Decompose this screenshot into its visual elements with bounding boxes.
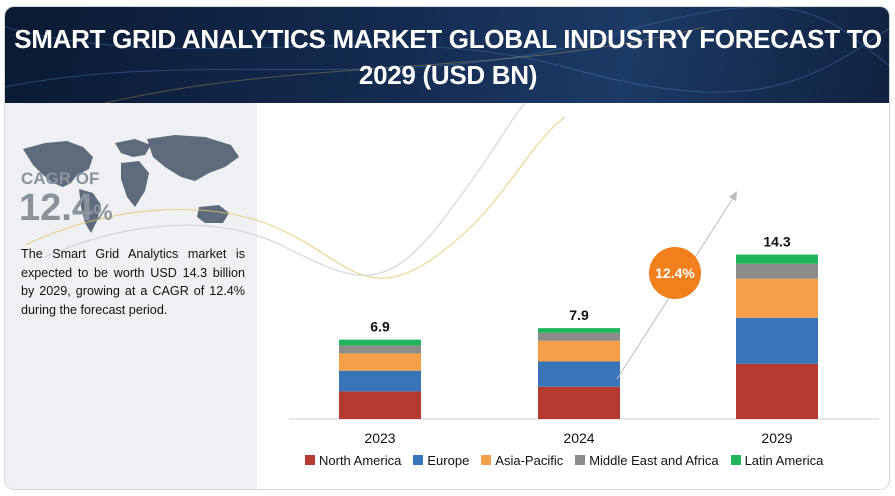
bars-group: 6.9 2023 7.9 2024 14.3 2029 [339,234,818,446]
bar-total-label: 14.3 [763,234,790,250]
legend-item: North America [305,453,401,468]
bar-segment [736,278,818,318]
legend-label: Asia-Pacific [495,452,564,468]
legend-swatch [413,455,424,465]
bar-segment [339,339,421,346]
legend-item: Asia-Pacific [481,453,563,468]
bar-segment [339,345,421,354]
bar-segment [736,254,818,264]
market-description: The Smart Grid Analytics market is expec… [21,247,245,317]
legend-swatch [730,455,741,465]
legend-item: Latin America [730,452,824,468]
decorative-curve [44,102,526,276]
bar-segment [736,363,818,419]
cagr-label: CAGR OF [21,169,100,188]
bar-segment [736,317,818,364]
legend-label: Latin America [744,452,824,468]
legend-item: Europe [413,453,469,468]
legend-label: Middle East and Africa [589,452,719,468]
bar-segment [538,361,620,387]
bar-segment [339,370,421,392]
legend: North America Europe Asia-Pacific Middle Ea… [305,451,823,469]
legend-swatch [575,455,586,465]
decorative-curve [24,116,566,279]
growth-arrowhead [729,191,737,201]
bar-segment [538,332,620,341]
cagr-badge-label: 12.4% [655,265,695,281]
x-tick-label: 2024 [563,430,594,446]
bar-segment [538,340,620,362]
cagr-unit: % [92,200,113,225]
legend-item: Middle East and Africa [575,452,719,468]
banner-background-lines [5,7,889,103]
legend-label: North America [319,452,402,468]
x-tick-label: 2029 [761,430,792,446]
cagr-number: 12.4 [19,187,93,229]
world-map-icon [23,135,239,233]
legend-swatch [481,455,492,465]
bar-segment [339,353,421,371]
infographic-card: SMART GRID ANALYTICS MARKET GLOBAL INDUS… [4,6,890,490]
bar-total-label: 7.9 [569,307,589,323]
x-tick-label: 2023 [364,430,395,446]
cagr-value: 12.4% [19,187,113,230]
chart-title: SMART GRID ANALYTICS MARKET GLOBAL INDUS… [14,24,882,90]
bar-segment [538,328,620,333]
legend-swatch [305,455,315,465]
legend-label: Europe [427,452,470,468]
bar-total-label: 6.9 [370,319,390,335]
cagr-badge [649,247,701,299]
bar-segment [339,391,421,419]
title-banner: SMART GRID ANALYTICS MARKET GLOBAL INDUS… [5,7,889,103]
bar-segment [538,386,620,419]
bar-segment [736,263,818,279]
chart-svg: 6.9 2023 7.9 2024 14.3 2029 12.4% [23,102,879,446]
